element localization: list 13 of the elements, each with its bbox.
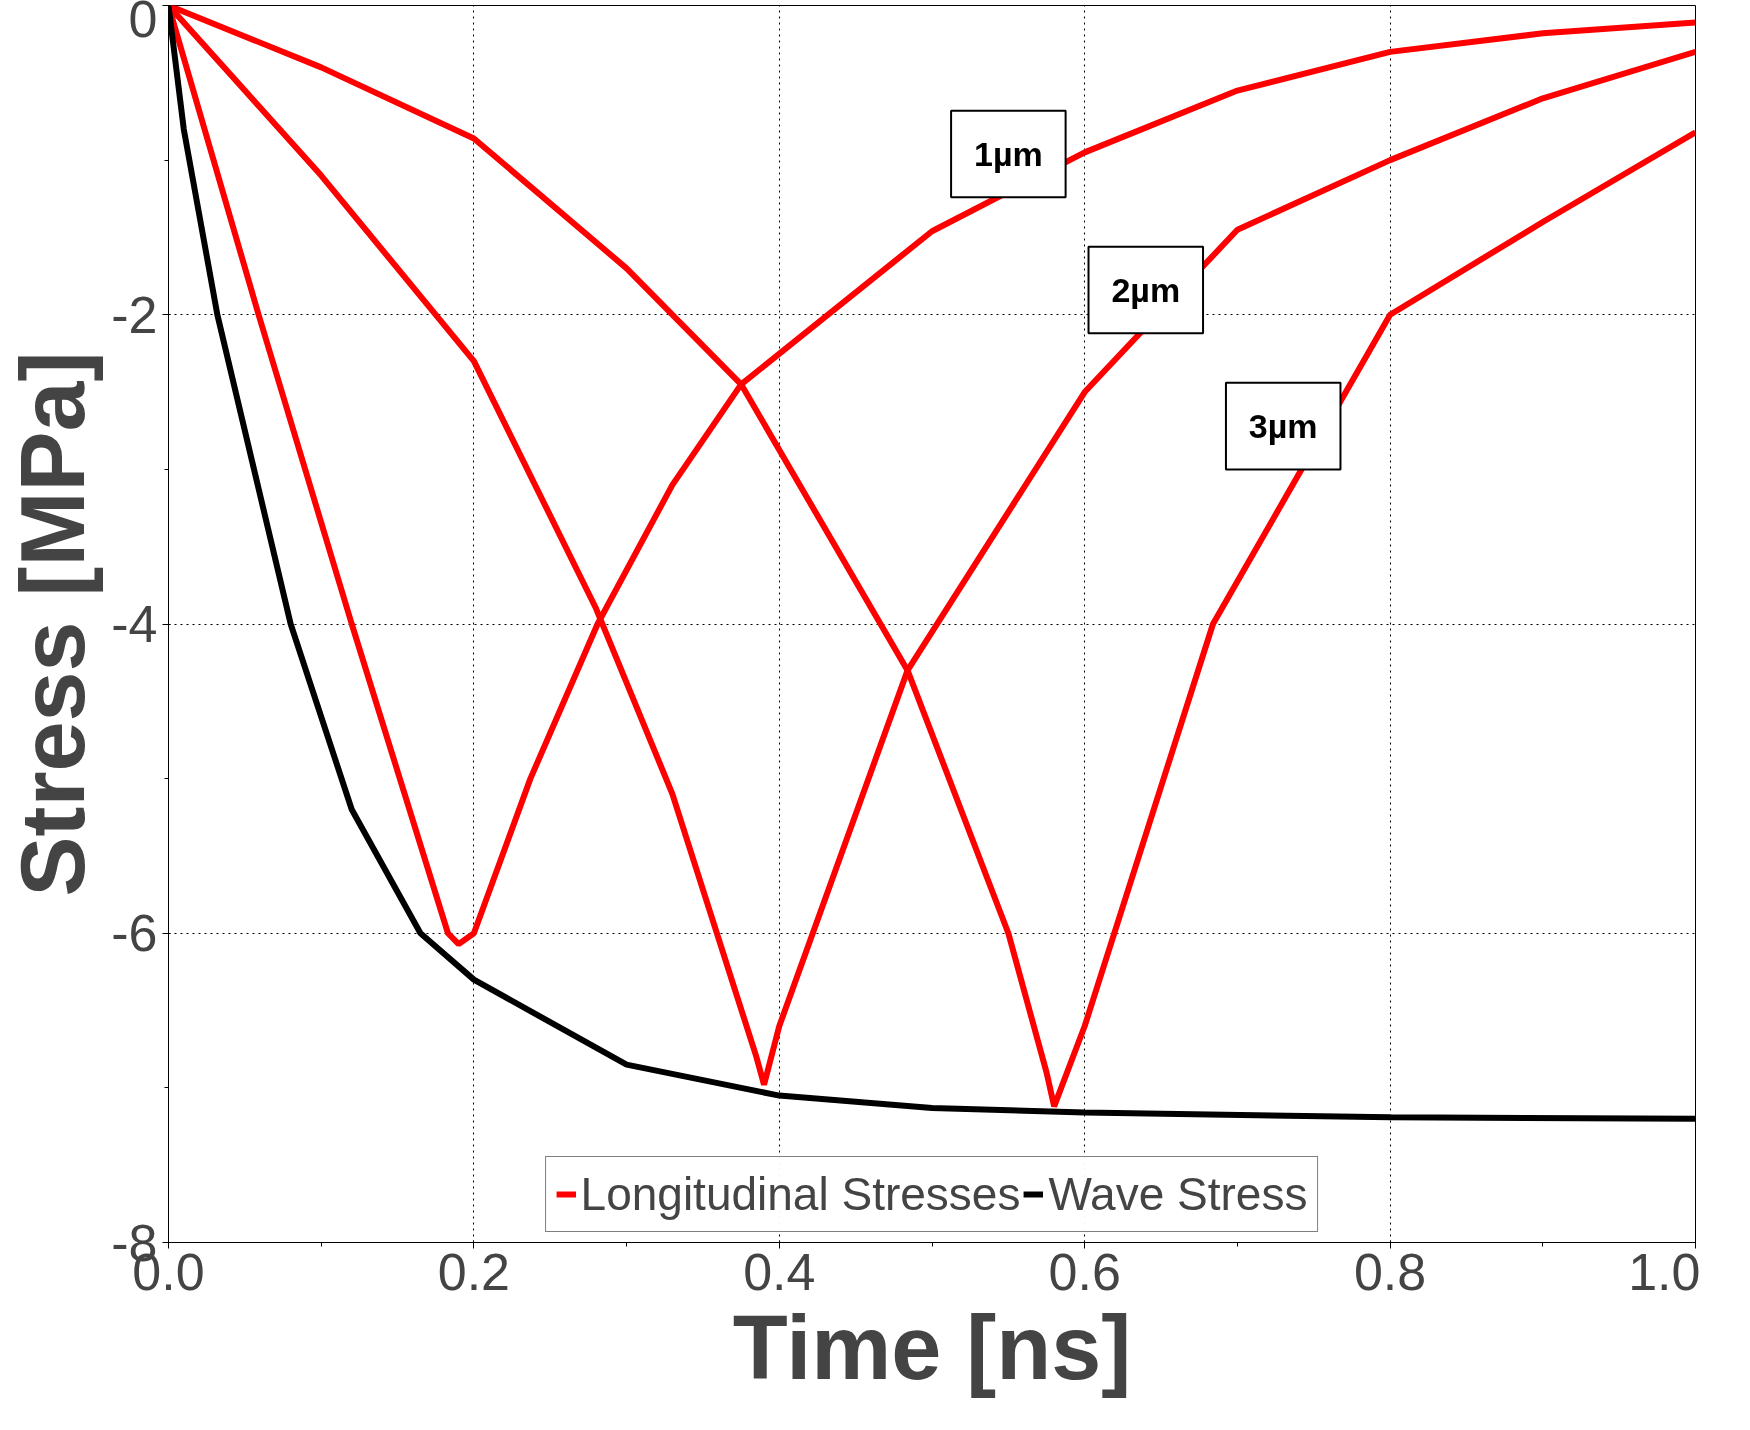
- x-tick-label: 0.8: [1353, 1242, 1427, 1301]
- annotation: 1µm: [973, 134, 1043, 173]
- annotation: 2µm: [1111, 271, 1181, 310]
- legend-label: Longitudinal Stresses: [580, 1167, 1021, 1221]
- legend-label: Wave Stress: [1048, 1167, 1308, 1221]
- x-tick-label: 1.0: [1628, 1242, 1701, 1301]
- y-tick-label: -4: [111, 595, 158, 653]
- x-tick-label: 0.2: [437, 1242, 511, 1301]
- y-axis-title: Stress [MPa]: [3, 351, 104, 897]
- y-tick-label: -2: [111, 285, 158, 344]
- annotation: 3µm: [1248, 407, 1318, 446]
- y-tick-label: 0: [128, 0, 158, 48]
- y-tick-label: -6: [111, 904, 158, 963]
